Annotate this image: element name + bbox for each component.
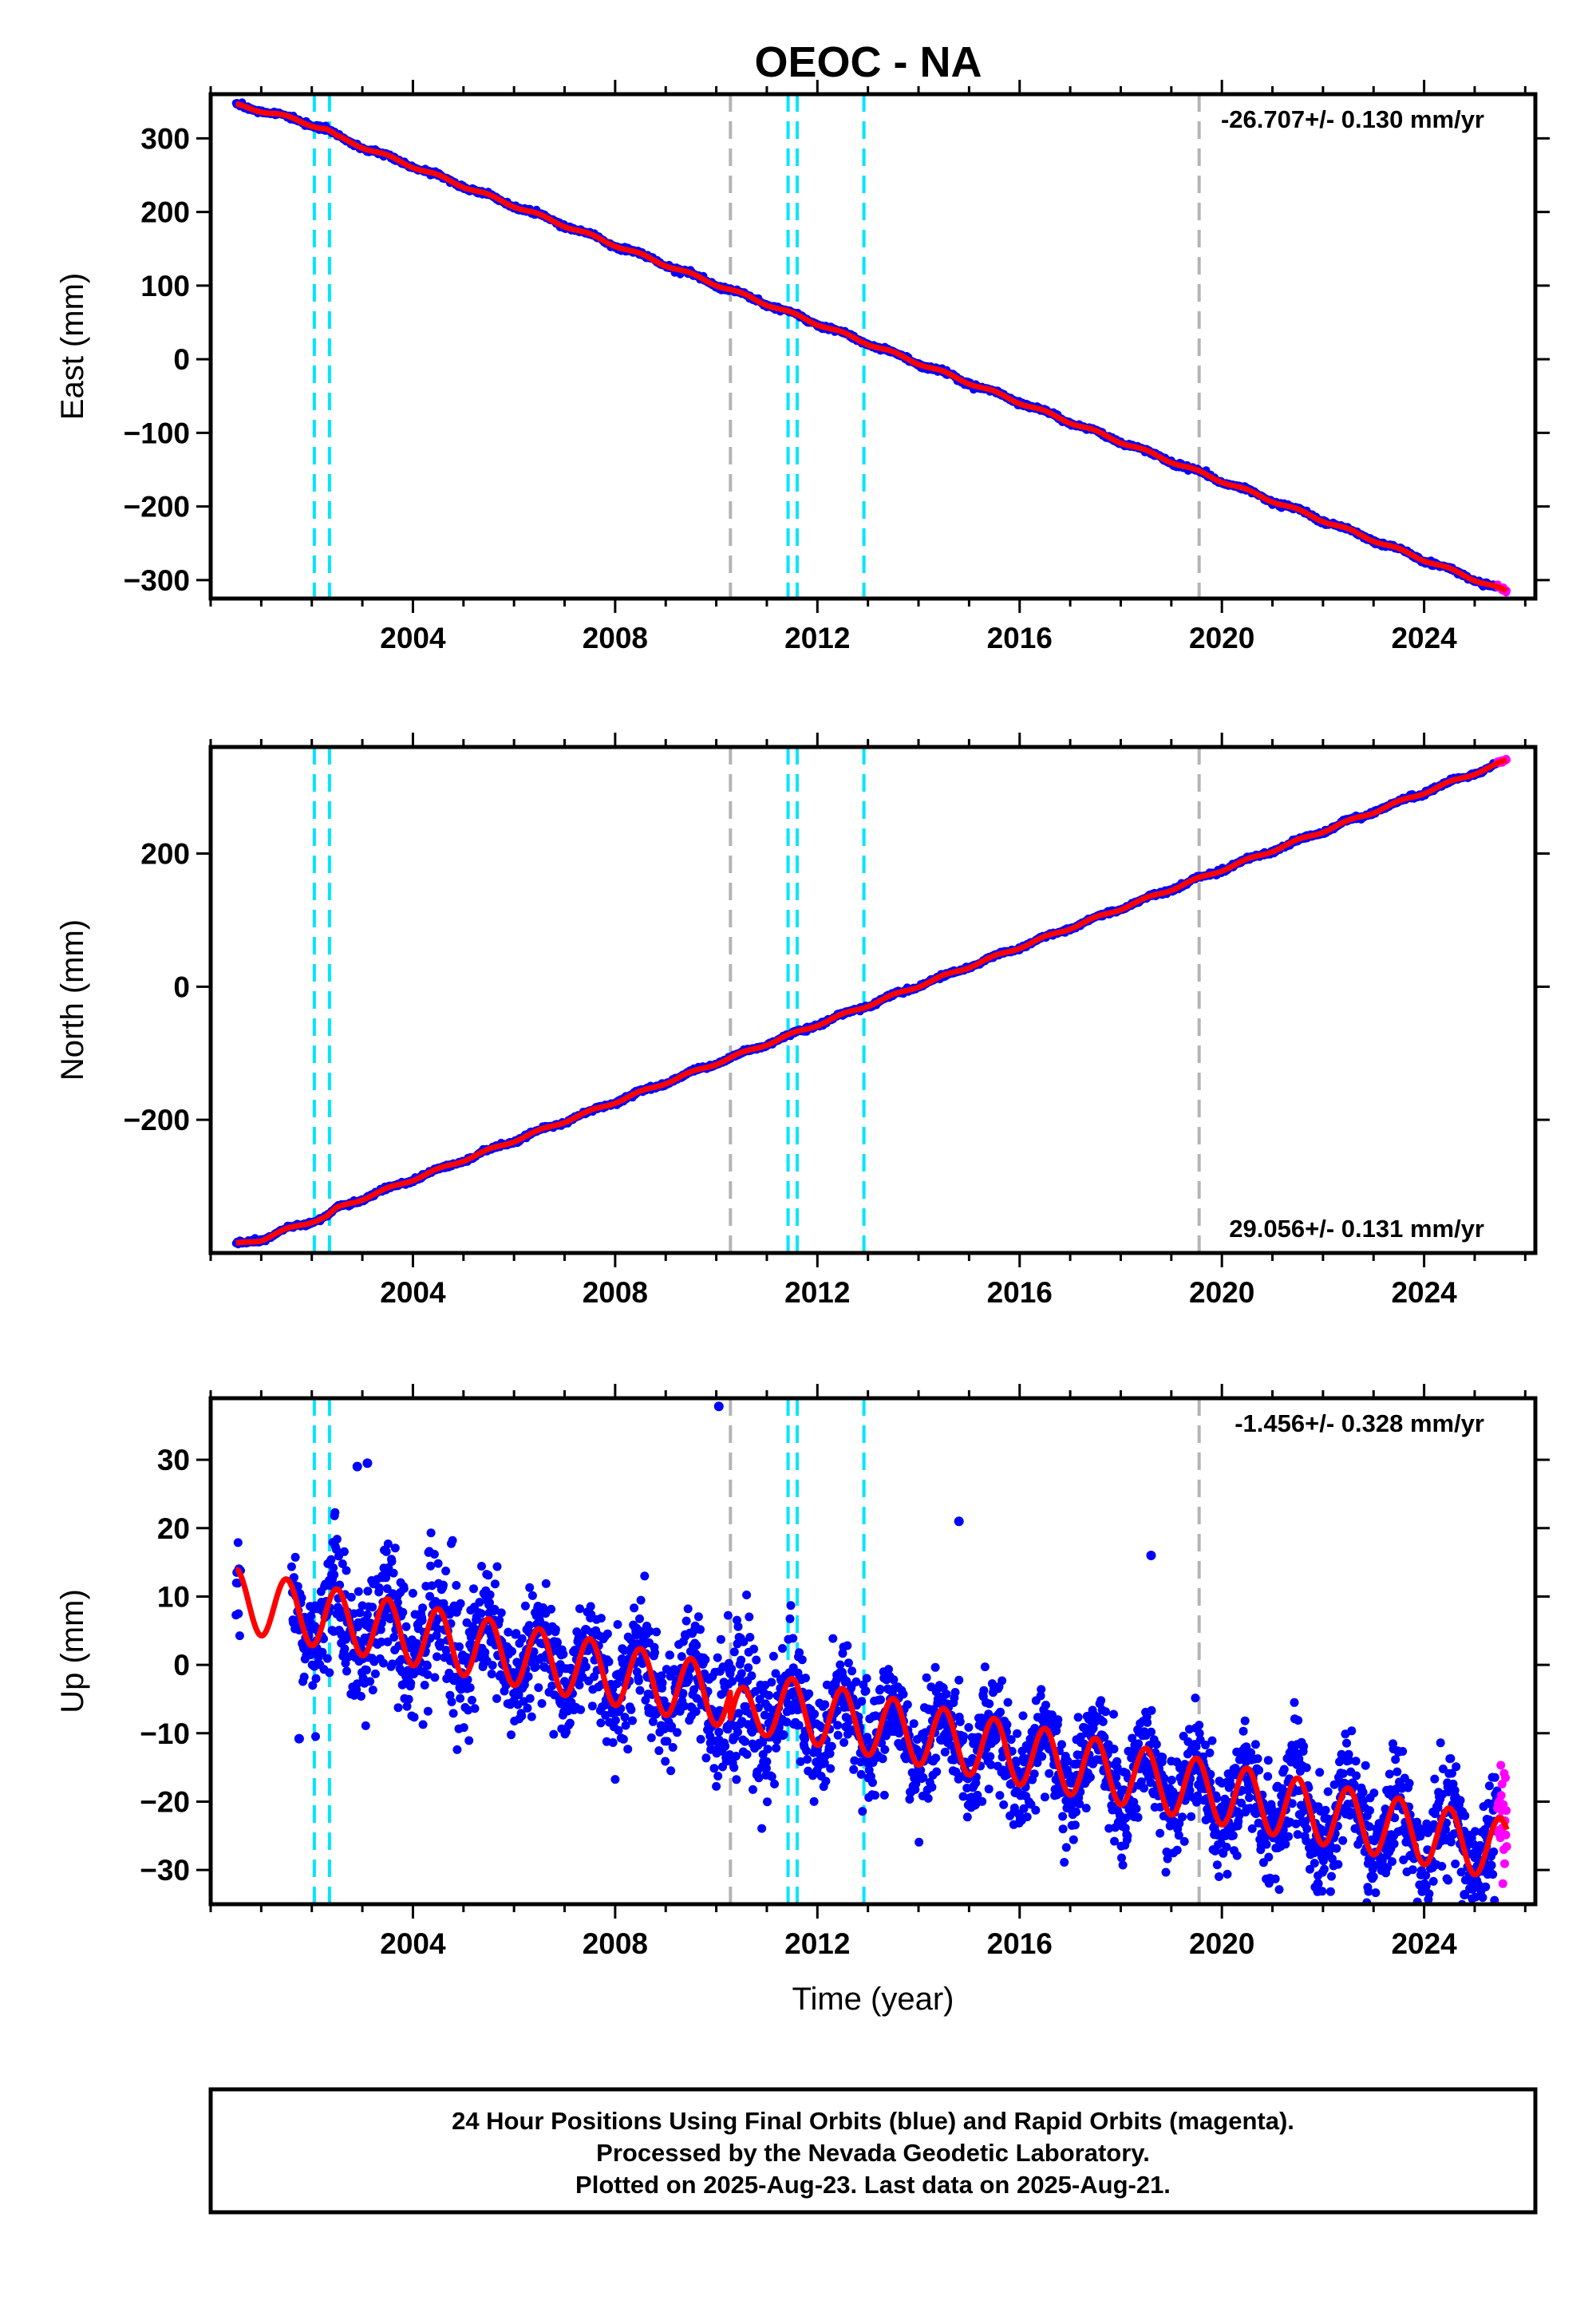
final-point [368,1603,377,1612]
final-point [374,1583,384,1592]
y-axis-label: East (mm) [55,273,90,420]
x-tick-label: 2008 [583,1276,648,1309]
final-point [340,1644,350,1654]
final-point [354,1587,363,1596]
final-point [235,1631,244,1641]
velocity-rate-label: -26.707+/- 0.130 mm/yr [1221,105,1484,133]
final-point [330,1570,339,1579]
panels: 2004 2008 2012 2016 2020 2024 −300 −200 −100 0 100… [55,80,1550,2017]
final-point [311,1732,320,1741]
x-tick-label: 2004 [380,622,446,654]
final-point [390,1543,400,1553]
y-tick-label: 100 [140,270,190,302]
final-point [381,1547,391,1556]
final-point [346,1592,356,1602]
y-tick-label: 0 [173,343,190,376]
x-tick-label: 2008 [583,622,648,654]
final-point [387,1557,397,1566]
final-point [361,1721,370,1730]
final-point [290,1552,300,1562]
final-point [299,1672,309,1682]
final-point [286,1562,296,1571]
final-point [365,1677,375,1686]
final-point [322,1654,332,1663]
final-point [339,1547,349,1556]
final-point [342,1566,351,1575]
final-point [362,1610,372,1619]
y-tick-label: 300 [140,122,190,155]
final-point [363,1587,373,1596]
final-point [361,1666,371,1675]
x-tick-label: 2016 [987,1276,1053,1309]
x-tick-label: 2020 [1189,622,1254,654]
x-tick-label: 2024 [1391,1276,1457,1309]
final-point [325,1668,334,1678]
x-tick-label: 2016 [987,622,1053,654]
x-tick-label: 2004 [380,1276,446,1309]
final-point [332,1535,342,1544]
final-point [233,1538,243,1547]
y-tick-label: −200 [124,1104,190,1136]
final-point [389,1568,398,1578]
final-point [368,1686,377,1695]
y-tick-label: −200 [124,491,190,524]
final-point [342,1666,351,1676]
final-point [330,1508,340,1517]
final-point [379,1658,388,1668]
y-axis-label: North (mm) [55,919,90,1081]
velocity-rate-label: 29.056+/- 0.131 mm/yr [1229,1215,1484,1243]
y-tick-label: −300 [124,564,190,597]
final-point [234,1609,243,1618]
y-tick-label: 200 [140,196,190,229]
y-tick-label: 0 [173,970,190,1003]
final-point [326,1555,336,1564]
final-point [357,1692,365,1701]
final-point [370,1669,380,1678]
x-tick-label: 2024 [1391,622,1457,654]
x-tick-label: 2012 [784,622,850,654]
y-tick-label: −100 [124,417,190,449]
plot-area-east [231,94,1511,599]
final-point [389,1633,399,1642]
panel-east: 2004 2008 2012 2016 2020 2024 −300 −200 −100 0 100… [55,80,1550,654]
final-point [311,1674,321,1683]
x-tick-label: 2012 [784,1276,850,1309]
chart-title: OEOC - NA [754,38,982,86]
y-tick-label: 200 [140,837,190,870]
x-tick-label: 2020 [1189,1276,1254,1309]
final-point [393,1703,403,1713]
